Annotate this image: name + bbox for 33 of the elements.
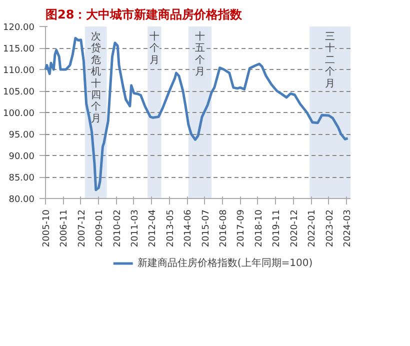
- x-tick-label: 2020-12: [290, 209, 300, 248]
- y-tick-label: 95.00: [8, 130, 35, 140]
- band-label: 十五个月: [195, 30, 206, 78]
- band-label: 十个月: [149, 30, 160, 66]
- x-tick-label: 2009-01: [95, 209, 106, 248]
- x-tick-label: 2013-05: [166, 209, 176, 248]
- x-tick-label: 2011-03: [130, 209, 140, 248]
- x-tick-label: 2023-02: [325, 209, 336, 248]
- x-tick-label: 2007-12: [77, 209, 88, 248]
- y-tick-label: 105.00: [3, 88, 35, 98]
- legend-label: 新建商品住房价格指数(上年同期=100): [137, 256, 313, 270]
- y-tick-label: 100.00: [3, 109, 35, 119]
- y-tick-label: 85.00: [8, 174, 35, 184]
- y-tick-label: 110.00: [3, 66, 35, 76]
- y-tick-label: 80.00: [8, 195, 35, 205]
- x-tick-label: 2015-07: [201, 209, 212, 248]
- x-tick-label: 2018-10: [254, 209, 264, 248]
- x-tick-label: 2010-02: [112, 209, 123, 248]
- x-tick-label: 2012-04: [148, 209, 158, 248]
- band-label: 三十二个月: [325, 32, 336, 90]
- x-tick-label: 2014-06: [184, 209, 194, 248]
- x-tick-label: 2005-10: [42, 209, 52, 248]
- x-tick-label: 2024-03: [342, 209, 353, 248]
- x-tick-label: 2016-08: [219, 209, 230, 248]
- x-tick-label: 2019-11: [272, 209, 282, 248]
- band-label: 次贷危机十四个月: [90, 32, 101, 124]
- x-tick-label: 2017-09: [236, 209, 247, 248]
- y-tick-label: 115.00: [3, 44, 35, 54]
- y-tick-label: 90.00: [8, 152, 35, 162]
- y-tick-label: 120.00: [3, 23, 35, 33]
- chart-title: 图28：大中城市新建商品房价格指数: [46, 8, 244, 22]
- x-tick-label: 2022-01: [308, 209, 318, 248]
- x-tick-label: 2006-11: [60, 209, 70, 248]
